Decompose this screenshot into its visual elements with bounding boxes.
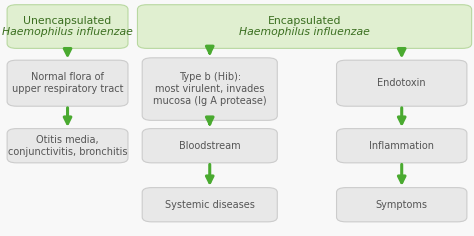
Text: Type b (Hib):
most virulent, invades
mucosa (Ig A protease): Type b (Hib): most virulent, invades muc… — [153, 72, 266, 106]
Text: Endotoxin: Endotoxin — [377, 78, 426, 88]
Text: Normal flora of
upper respiratory tract: Normal flora of upper respiratory tract — [12, 72, 123, 94]
FancyBboxPatch shape — [7, 60, 128, 106]
FancyBboxPatch shape — [137, 5, 472, 48]
Text: Encapsulated: Encapsulated — [268, 16, 341, 26]
Text: Otitis media,
conjunctivitis, bronchitis: Otitis media, conjunctivitis, bronchitis — [8, 135, 128, 157]
Text: Haemophilus influenzae: Haemophilus influenzae — [239, 27, 370, 38]
FancyBboxPatch shape — [142, 188, 277, 222]
Text: Symptoms: Symptoms — [376, 200, 428, 210]
FancyBboxPatch shape — [7, 129, 128, 163]
Text: Haemophilus influenzae: Haemophilus influenzae — [2, 27, 133, 38]
Text: Unencapsulated: Unencapsulated — [23, 16, 112, 26]
FancyBboxPatch shape — [142, 58, 277, 120]
FancyBboxPatch shape — [337, 188, 467, 222]
FancyBboxPatch shape — [337, 60, 467, 106]
Text: Systemic diseases: Systemic diseases — [165, 200, 255, 210]
FancyBboxPatch shape — [337, 129, 467, 163]
Text: Bloodstream: Bloodstream — [179, 141, 241, 151]
FancyBboxPatch shape — [142, 129, 277, 163]
FancyBboxPatch shape — [7, 5, 128, 48]
Text: Inflammation: Inflammation — [369, 141, 434, 151]
